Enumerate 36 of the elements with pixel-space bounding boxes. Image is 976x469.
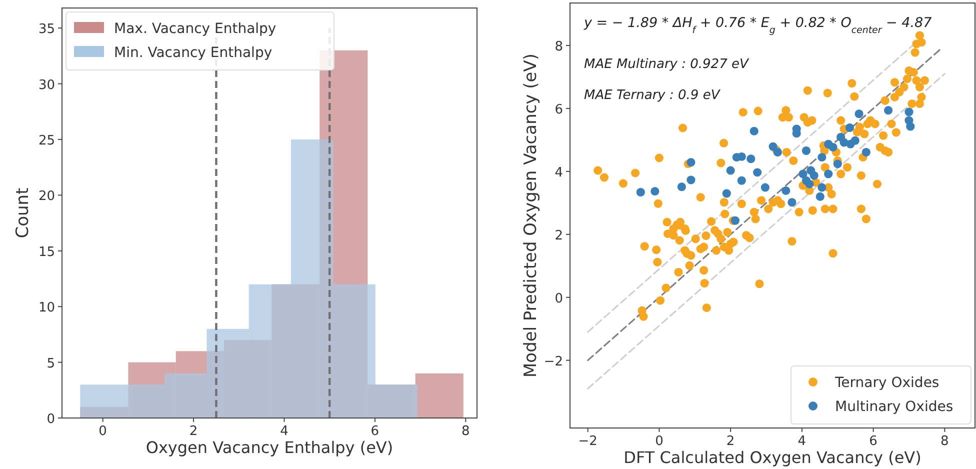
x-axis-title: DFT Calculated Oxygen Vacancy (eV) — [624, 448, 922, 467]
y-tick-label: 15 — [38, 244, 55, 260]
x-axis-title: Oxygen Vacancy Enthalpy (eV) — [146, 438, 394, 457]
annotation: MAE Ternary : 0.9 eV — [584, 88, 721, 103]
legend-label: Multinary Oxides — [835, 399, 954, 415]
annotation: MAE Multinary : 0.927 eV — [584, 57, 750, 72]
x-tick-label: 4 — [798, 434, 806, 449]
y-tick-label: 20 — [38, 189, 55, 204]
y-tick-label: 8 — [554, 40, 563, 54]
y-axis-title: Model Predicted Oxygen Vacancy (eV) — [521, 53, 541, 378]
legend-label: Max. Vacancy Enthalpy — [114, 21, 276, 37]
x-tick-label: 2 — [726, 434, 735, 449]
y-tick-label: 0 — [46, 412, 55, 427]
legend-label: Min. Vacancy Enthalpy — [114, 45, 272, 61]
y-axis-title: Count — [13, 187, 33, 238]
x-tick-label: 6 — [370, 424, 380, 439]
y-tick-label: 35 — [38, 22, 55, 38]
y-tick-label: 4 — [554, 165, 563, 180]
y-tick-label: 0 — [554, 291, 563, 306]
y-tick-label: 2 — [554, 228, 563, 244]
y-tick-label: 30 — [38, 78, 55, 93]
legend-label: Ternary Oxides — [834, 375, 940, 391]
y-tick-label: −2 — [544, 354, 563, 370]
x-tick-label: 4 — [280, 424, 288, 439]
y-tick-label: 5 — [46, 356, 55, 372]
x-tick-label: 0 — [655, 434, 664, 449]
y-tick-label: 10 — [38, 300, 55, 316]
x-tick-label: −2 — [578, 434, 598, 449]
x-tick-label: 2 — [189, 424, 198, 439]
x-tick-label: 0 — [98, 424, 107, 439]
y-tick-label: 25 — [38, 133, 55, 148]
y-tick-label: 6 — [554, 102, 563, 118]
x-tick-label: 8 — [940, 434, 949, 449]
annotation: y = − 1.89 * ΔH$_{f}$ + 0.76 * E$_{g}$ + 0.82 * O$_{center}$ − 4.87 — [583, 15, 932, 36]
x-tick-label: 8 — [462, 424, 470, 439]
x-tick-label: 6 — [869, 434, 878, 449]
